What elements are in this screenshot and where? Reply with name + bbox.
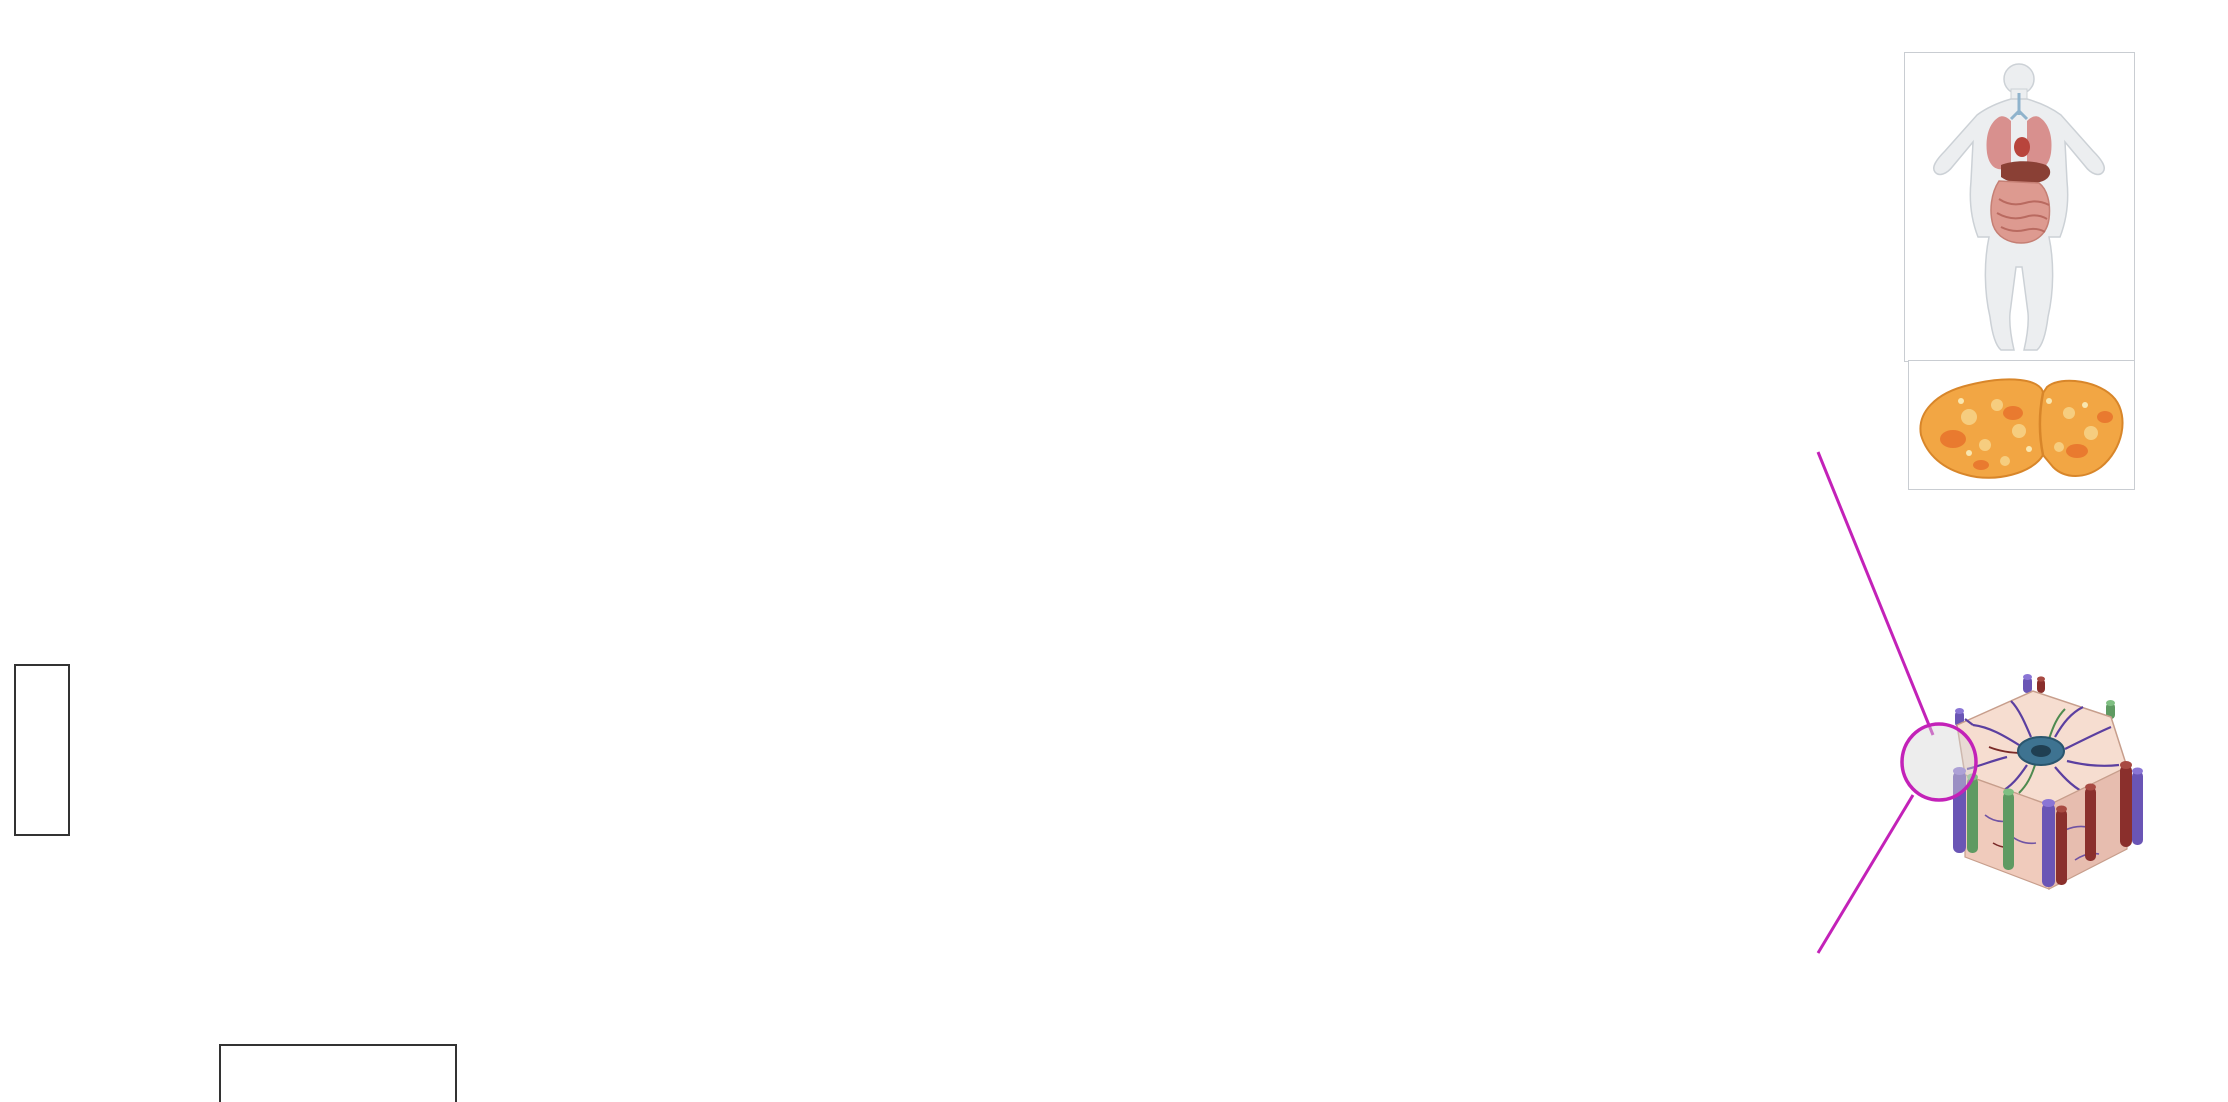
liver-organ xyxy=(2001,161,2051,184)
intestines xyxy=(1990,180,2051,244)
fat-spots xyxy=(1961,399,2098,466)
fat-dots xyxy=(1958,398,2088,456)
portal-vessels xyxy=(1964,700,2120,797)
ligand-receptor-diagram xyxy=(690,10,1330,455)
pv-connector-line-bottom xyxy=(1816,794,1915,954)
microscopy-image xyxy=(1333,104,1694,448)
delaunay-triangulation-diagram xyxy=(175,72,475,392)
trachea xyxy=(2009,93,2029,121)
inflamed-patches xyxy=(1940,406,2113,470)
lung-right xyxy=(2027,116,2052,170)
heatmap-chart xyxy=(0,570,690,1102)
cell-segmentation-image xyxy=(1334,450,1817,954)
fatty-liver-illustration xyxy=(1919,378,2124,479)
liver-fissure xyxy=(2038,392,2045,456)
fatty-liver-panel xyxy=(1908,360,2135,490)
legend xyxy=(1698,202,1913,219)
human-body-illustration xyxy=(1933,63,2105,351)
central-vein-lumen xyxy=(2031,745,2051,757)
liver-lobule-illustration xyxy=(1953,674,2143,890)
heart xyxy=(2014,137,2030,157)
intestine-folds xyxy=(1996,198,2050,233)
bar-chart xyxy=(690,580,1310,1102)
face-sinusoids xyxy=(1984,814,2100,861)
lung-left xyxy=(1986,116,2011,170)
bile-vessels xyxy=(2018,708,2066,794)
sender-cells-label xyxy=(14,664,70,836)
human-body-panel xyxy=(1904,52,2135,362)
receiver-cells-label xyxy=(219,1044,457,1102)
